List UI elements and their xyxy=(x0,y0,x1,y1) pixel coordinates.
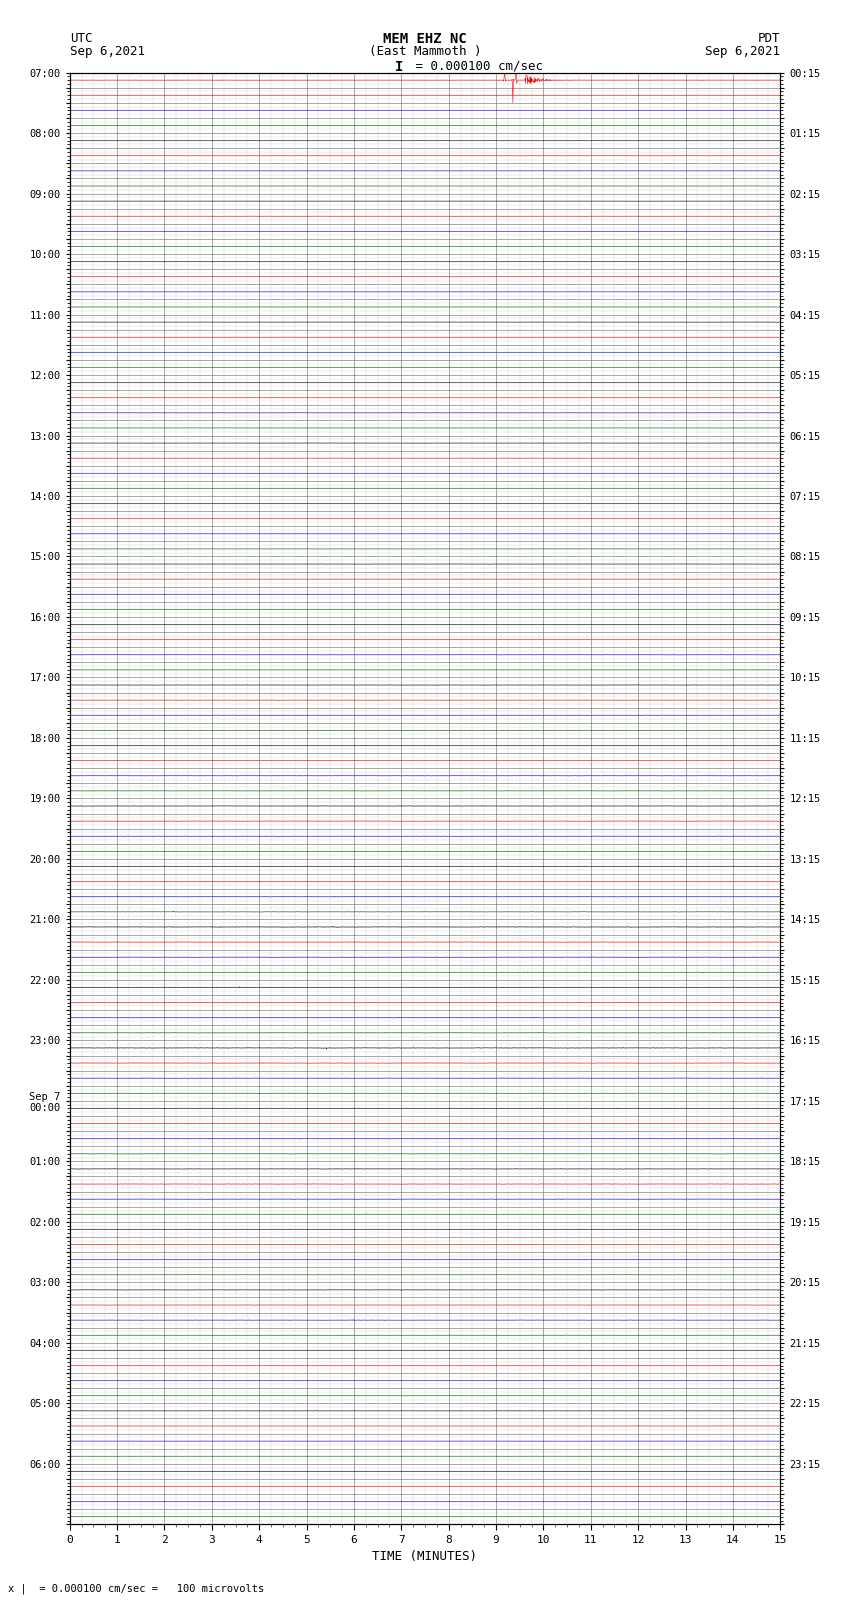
Text: (East Mammoth ): (East Mammoth ) xyxy=(369,45,481,58)
Text: I: I xyxy=(395,60,404,74)
Text: MEM EHZ NC: MEM EHZ NC xyxy=(383,32,467,47)
Text: Sep 6,2021: Sep 6,2021 xyxy=(706,45,780,58)
Text: x |  = 0.000100 cm/sec =   100 microvolts: x | = 0.000100 cm/sec = 100 microvolts xyxy=(8,1582,264,1594)
Text: Sep 6,2021: Sep 6,2021 xyxy=(70,45,144,58)
Text: = 0.000100 cm/sec: = 0.000100 cm/sec xyxy=(408,60,543,73)
Text: PDT: PDT xyxy=(758,32,780,45)
X-axis label: TIME (MINUTES): TIME (MINUTES) xyxy=(372,1550,478,1563)
Text: UTC: UTC xyxy=(70,32,92,45)
